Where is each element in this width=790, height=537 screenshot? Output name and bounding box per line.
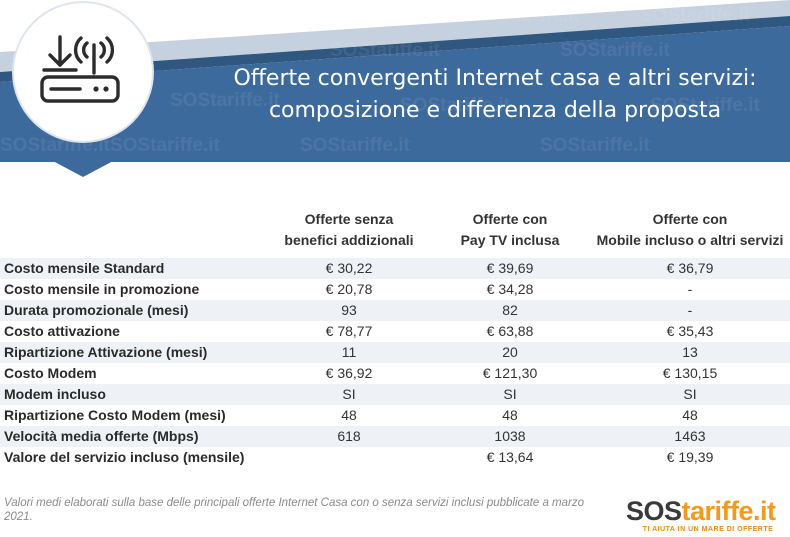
column-header-line: Mobile incluso o altri servizi xyxy=(596,232,784,248)
table-cell: - xyxy=(687,302,693,318)
table-cell: € 13,64 xyxy=(486,449,534,465)
table-row: Valore del servizio incluso (mensile) € … xyxy=(0,447,790,468)
page-title: Offerte convergenti Internet casa e altr… xyxy=(200,63,790,127)
row-label: Ripartizione Costo Modem (mesi) xyxy=(4,407,226,423)
column-header-line: Pay TV inclusa xyxy=(460,232,560,248)
watermark: SOStariffe.it xyxy=(170,90,280,111)
table-cell: 48 xyxy=(682,407,698,423)
column-header-pay-tv: Offerte con Pay TV inclusa xyxy=(440,209,580,251)
table-cell: € 63,88 xyxy=(486,323,534,339)
watermark: SOStariffe.it xyxy=(300,135,410,156)
table-row: Costo attivazione € 78,77 € 63,88 € 35,4… xyxy=(0,321,790,342)
table-cell: € 30,22 xyxy=(325,260,373,276)
table-cell: 1463 xyxy=(674,428,706,444)
table-cell: SI xyxy=(342,386,356,402)
row-label: Costo mensile Standard xyxy=(4,260,165,276)
row-label: Ripartizione Attivazione (mesi) xyxy=(4,344,208,360)
watermark: SOStariffe.it xyxy=(110,135,220,156)
table-cell: 20 xyxy=(502,344,518,360)
column-header-no-extras: Offerte senza benefici addizionali xyxy=(270,209,428,251)
header-banner: SOStariffe.it SOStariffe.it SOStariffe.i… xyxy=(0,0,790,162)
page-title-line2: composizione e differenza della proposta xyxy=(268,98,722,123)
router-icon-graphic xyxy=(40,35,120,103)
watermark: SOStariffe.it xyxy=(330,40,440,61)
table-cell: € 19,39 xyxy=(666,449,714,465)
table-cell: € 35,43 xyxy=(666,323,714,339)
table-cell: 618 xyxy=(337,428,361,444)
table-cell: - xyxy=(687,281,693,297)
router-download-icon xyxy=(14,3,152,141)
column-header-mobile: Offerte con Mobile incluso o altri servi… xyxy=(585,209,790,251)
table-row: Durata promozionale (mesi) 93 82 - xyxy=(0,300,790,321)
table-cell: SI xyxy=(503,386,517,402)
table-cell: 48 xyxy=(341,407,357,423)
banner-pointer xyxy=(51,160,115,177)
row-label: Valore del servizio incluso (mensile) xyxy=(4,449,245,465)
logo-tariffe: tariffe.it xyxy=(681,496,777,526)
watermark: SOStariffe.it xyxy=(540,135,650,156)
table-cell: € 34,28 xyxy=(486,281,534,297)
comparison-table: Costo mensile Standard € 30,22 € 39,69 €… xyxy=(0,258,790,468)
table-row: Costo Modem € 36,92 € 121,30 € 130,15 xyxy=(0,363,790,384)
row-label: Durata promozionale (mesi) xyxy=(4,302,189,318)
table-cell: € 20,78 xyxy=(325,281,373,297)
table-row: Velocità media offerte (Mbps) 618 1038 1… xyxy=(0,426,790,447)
table-cell: 48 xyxy=(502,407,518,423)
row-label: Modem incluso xyxy=(4,386,106,402)
table-cell: € 121,30 xyxy=(482,365,538,381)
table-row: Costo mensile in promozione € 20,78 € 34… xyxy=(0,279,790,300)
table-cell: 11 xyxy=(341,344,357,360)
watermark: SOStariffe.it xyxy=(640,5,750,26)
watermark: SOStariffe.it xyxy=(560,40,670,61)
row-label: Costo mensile in promozione xyxy=(4,281,200,297)
row-label: Costo Modem xyxy=(4,365,97,381)
table-cell: 1038 xyxy=(494,428,526,444)
logo-sos: SOS xyxy=(626,496,682,526)
table-cell: € 39,69 xyxy=(486,260,534,276)
banner-background xyxy=(0,0,790,162)
row-label: Velocità media offerte (Mbps) xyxy=(4,428,199,444)
table-cell: 93 xyxy=(341,302,357,318)
table-cell: € 36,79 xyxy=(666,260,714,276)
column-header-line: benefici addizionali xyxy=(284,232,414,248)
column-header-line: Offerte con xyxy=(652,211,728,227)
sostariffe-logo: SOStariffe.it TI AIUTA IN UN MARE DI OFF… xyxy=(626,496,790,536)
footnote: Valori medi elaborati sulla base delle p… xyxy=(4,497,584,523)
table-row: Ripartizione Attivazione (mesi) 11 20 13 xyxy=(0,342,790,363)
watermark: SOStariffe.it xyxy=(650,95,760,116)
table-cell: € 36,92 xyxy=(325,365,373,381)
table-cell: 82 xyxy=(502,302,518,318)
table-cell: € 78,77 xyxy=(325,323,373,339)
watermark: SOStariffe.it xyxy=(470,5,580,26)
logo-wordmark: SOStariffe.it xyxy=(626,496,776,526)
table-cell: 13 xyxy=(682,344,698,360)
column-header-line: Offerte con xyxy=(472,211,548,227)
table-row: Costo mensile Standard € 30,22 € 39,69 €… xyxy=(0,258,790,279)
table-cell: € 130,15 xyxy=(662,365,718,381)
table-row: Ripartizione Costo Modem (mesi) 48 48 48 xyxy=(0,405,790,426)
page-title-line1: Offerte convergenti Internet casa e altr… xyxy=(233,66,757,91)
table-row: Modem incluso SI SI SI xyxy=(0,384,790,405)
column-header-line: Offerte senza xyxy=(304,211,394,227)
watermark: SOStariffe.it xyxy=(400,95,510,116)
table-cell: SI xyxy=(683,386,697,402)
row-label: Costo attivazione xyxy=(4,323,120,339)
logo-tagline: TI AIUTA IN UN MARE DI OFFERTE xyxy=(642,526,774,533)
